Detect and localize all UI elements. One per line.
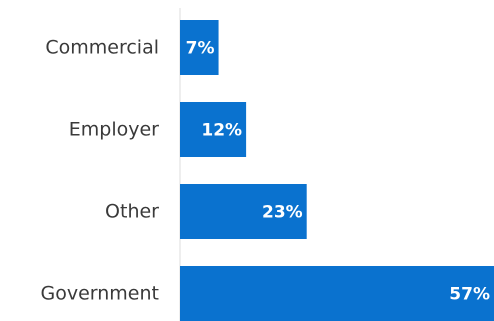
category-label-employer: Employer <box>69 119 159 141</box>
bar-government <box>180 266 494 321</box>
value-label-government: 57% <box>449 285 490 305</box>
bar-commercial <box>180 20 219 75</box>
bar-other <box>180 184 307 239</box>
value-label-commercial: 7% <box>186 39 215 59</box>
category-labels-group: Commercial Employer Other Government <box>41 37 160 305</box>
value-labels-group: 7% 12% 23% 57% <box>186 39 490 305</box>
category-label-other: Other <box>105 201 159 223</box>
value-label-employer: 12% <box>201 121 242 141</box>
category-label-government: Government <box>41 283 160 305</box>
bar-employer <box>180 102 247 157</box>
bars-group <box>180 20 494 321</box>
category-label-commercial: Commercial <box>45 37 159 59</box>
value-label-other: 23% <box>262 203 303 223</box>
